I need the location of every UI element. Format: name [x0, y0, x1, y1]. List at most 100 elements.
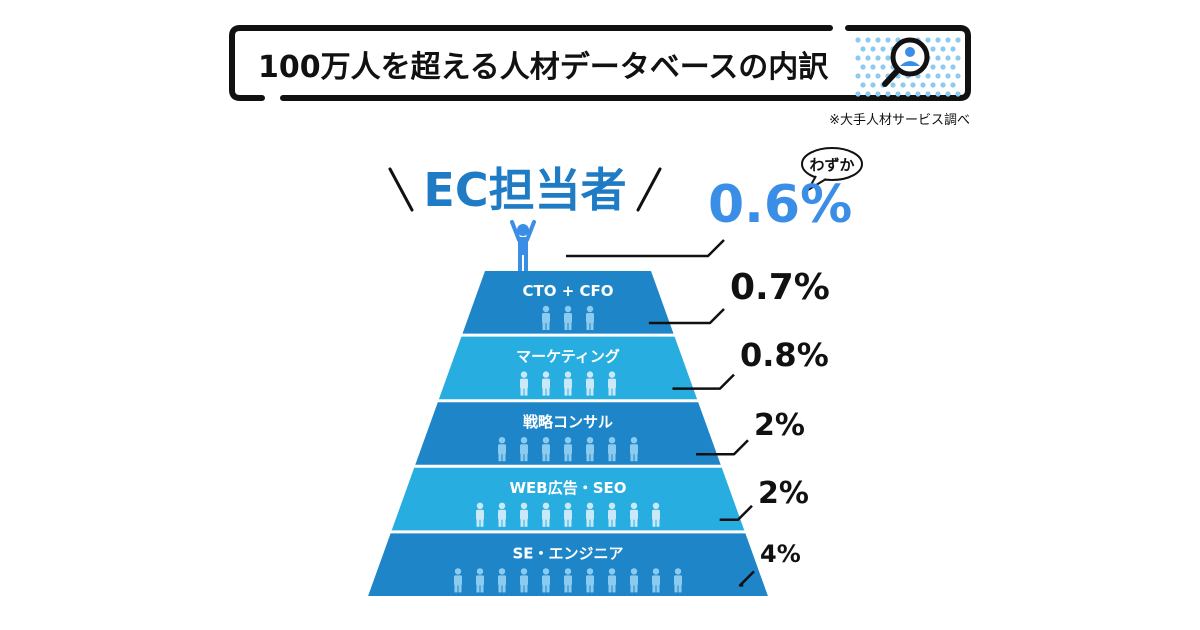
dot — [940, 46, 946, 52]
person-icon — [630, 437, 638, 462]
person-icon — [564, 568, 572, 593]
dot — [860, 82, 866, 88]
dot — [915, 91, 921, 97]
person-icon — [608, 437, 616, 462]
value-label: 2% — [758, 476, 809, 511]
tier-label: CTO + CFO — [522, 282, 613, 300]
person-raised-arms-icon — [510, 220, 536, 271]
person-icon — [586, 568, 594, 593]
dot — [940, 82, 946, 88]
search-user-icon — [882, 37, 930, 87]
dot — [865, 55, 871, 61]
person-icon — [652, 502, 660, 527]
dot — [875, 73, 881, 79]
pyramid-tier — [438, 336, 698, 400]
person-icon — [652, 568, 660, 593]
dot — [870, 64, 876, 70]
dot — [875, 55, 881, 61]
dot — [950, 46, 956, 52]
person-icon — [542, 568, 550, 593]
dot — [880, 46, 886, 52]
callout-bubble: わずか — [801, 147, 863, 191]
dot — [935, 91, 941, 97]
dot — [870, 46, 876, 52]
top-role-slash-right — [636, 167, 662, 212]
dot — [955, 55, 961, 61]
dot — [885, 55, 891, 61]
dot — [860, 46, 866, 52]
dot — [945, 73, 951, 79]
dot — [875, 37, 881, 43]
dot — [935, 55, 941, 61]
tier-label: 戦略コンサル — [523, 413, 613, 431]
person-icon — [542, 371, 550, 396]
title-box: 100万人を超える人材データベースの内訳 — [229, 25, 971, 101]
person-icon — [498, 568, 506, 593]
dot — [945, 91, 951, 97]
dot — [895, 91, 901, 97]
person-icon — [674, 568, 682, 593]
dot — [865, 91, 871, 97]
person-icon — [454, 568, 462, 593]
person-icon — [564, 371, 572, 396]
dot — [865, 37, 871, 43]
person-icon — [498, 437, 506, 462]
dot — [900, 82, 906, 88]
value-label: 0.7% — [730, 267, 830, 308]
tier-label: SE・エンジニア — [512, 544, 623, 562]
person-icon — [476, 502, 484, 527]
dot — [955, 91, 961, 97]
dot — [885, 37, 891, 43]
leader-line — [672, 373, 735, 390]
dot — [945, 37, 951, 43]
dot — [955, 37, 961, 43]
person-icon — [608, 568, 616, 593]
dot — [950, 82, 956, 88]
dot — [930, 82, 936, 88]
page-title: 100万人を超える人材データベースの内訳 — [258, 50, 829, 85]
person-icon — [586, 371, 594, 396]
dot — [920, 82, 926, 88]
dot — [870, 82, 876, 88]
value-label: 4% — [760, 540, 801, 568]
person-icon — [586, 437, 594, 462]
person-icon — [542, 502, 550, 527]
tier-label: マーケティング — [516, 348, 620, 366]
person-icon — [520, 371, 528, 396]
person-icon — [586, 305, 594, 330]
dot — [935, 73, 941, 79]
dot — [875, 91, 881, 97]
person-icon — [564, 502, 572, 527]
person-icon — [630, 568, 638, 593]
tier-label: WEB広告・SEO — [509, 479, 626, 497]
dot — [890, 82, 896, 88]
person-icon — [608, 371, 616, 396]
person-icon — [630, 502, 638, 527]
callout-text: わずか — [809, 156, 854, 174]
dot — [855, 73, 861, 79]
pyramid-tier — [368, 533, 768, 596]
dot — [855, 91, 861, 97]
source-note: ※大手人材サービス調べ — [829, 113, 970, 128]
dot — [925, 73, 931, 79]
dot — [910, 82, 916, 88]
dot — [930, 46, 936, 52]
person-icon — [564, 437, 572, 462]
dot — [885, 91, 891, 97]
dot — [925, 37, 931, 43]
person-icon — [542, 437, 550, 462]
person-icon — [608, 502, 616, 527]
leader-line — [719, 504, 753, 522]
dot — [865, 73, 871, 79]
pyramid-tier — [391, 467, 745, 531]
leader-line — [566, 239, 725, 258]
dot — [860, 64, 866, 70]
person-icon — [498, 502, 506, 527]
dot — [930, 64, 936, 70]
leader-line — [648, 308, 725, 325]
dot — [955, 73, 961, 79]
person-icon — [586, 502, 594, 527]
dot — [855, 37, 861, 43]
leader-line — [738, 570, 755, 587]
